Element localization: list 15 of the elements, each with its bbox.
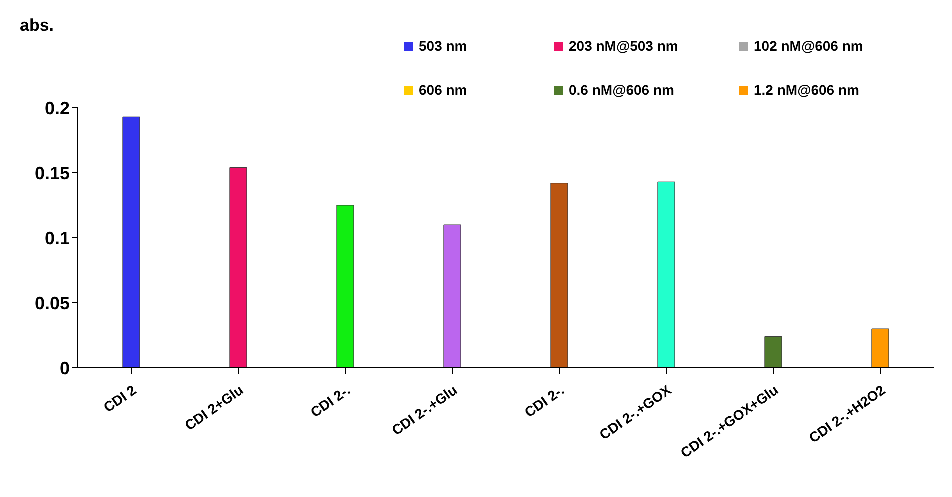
y-axis-title: abs. xyxy=(20,16,54,36)
y-tick-label: 0 xyxy=(60,358,70,378)
legend-label: 1.2 nM@606 nm xyxy=(754,82,860,98)
x-tick-label: CDI 2-. xyxy=(308,382,354,420)
legend-label: 102 nM@606 nm xyxy=(754,38,864,54)
y-tick-label: 0.1 xyxy=(44,228,70,248)
legend-label: 503 nm xyxy=(419,38,468,54)
y-tick-label: 0.15 xyxy=(34,163,70,184)
legend-label: 0.6 nM@606 nm xyxy=(569,82,674,98)
x-tick-label: CDI 2 xyxy=(100,382,140,416)
legend-label: 606 nm xyxy=(419,82,468,98)
y-tick-label: 0.2 xyxy=(44,98,70,118)
y-tick-label: 0.05 xyxy=(34,293,70,314)
x-tick-label: CDI 2-. xyxy=(522,382,568,420)
legend-label: 203 nM@503 nm xyxy=(569,38,678,54)
